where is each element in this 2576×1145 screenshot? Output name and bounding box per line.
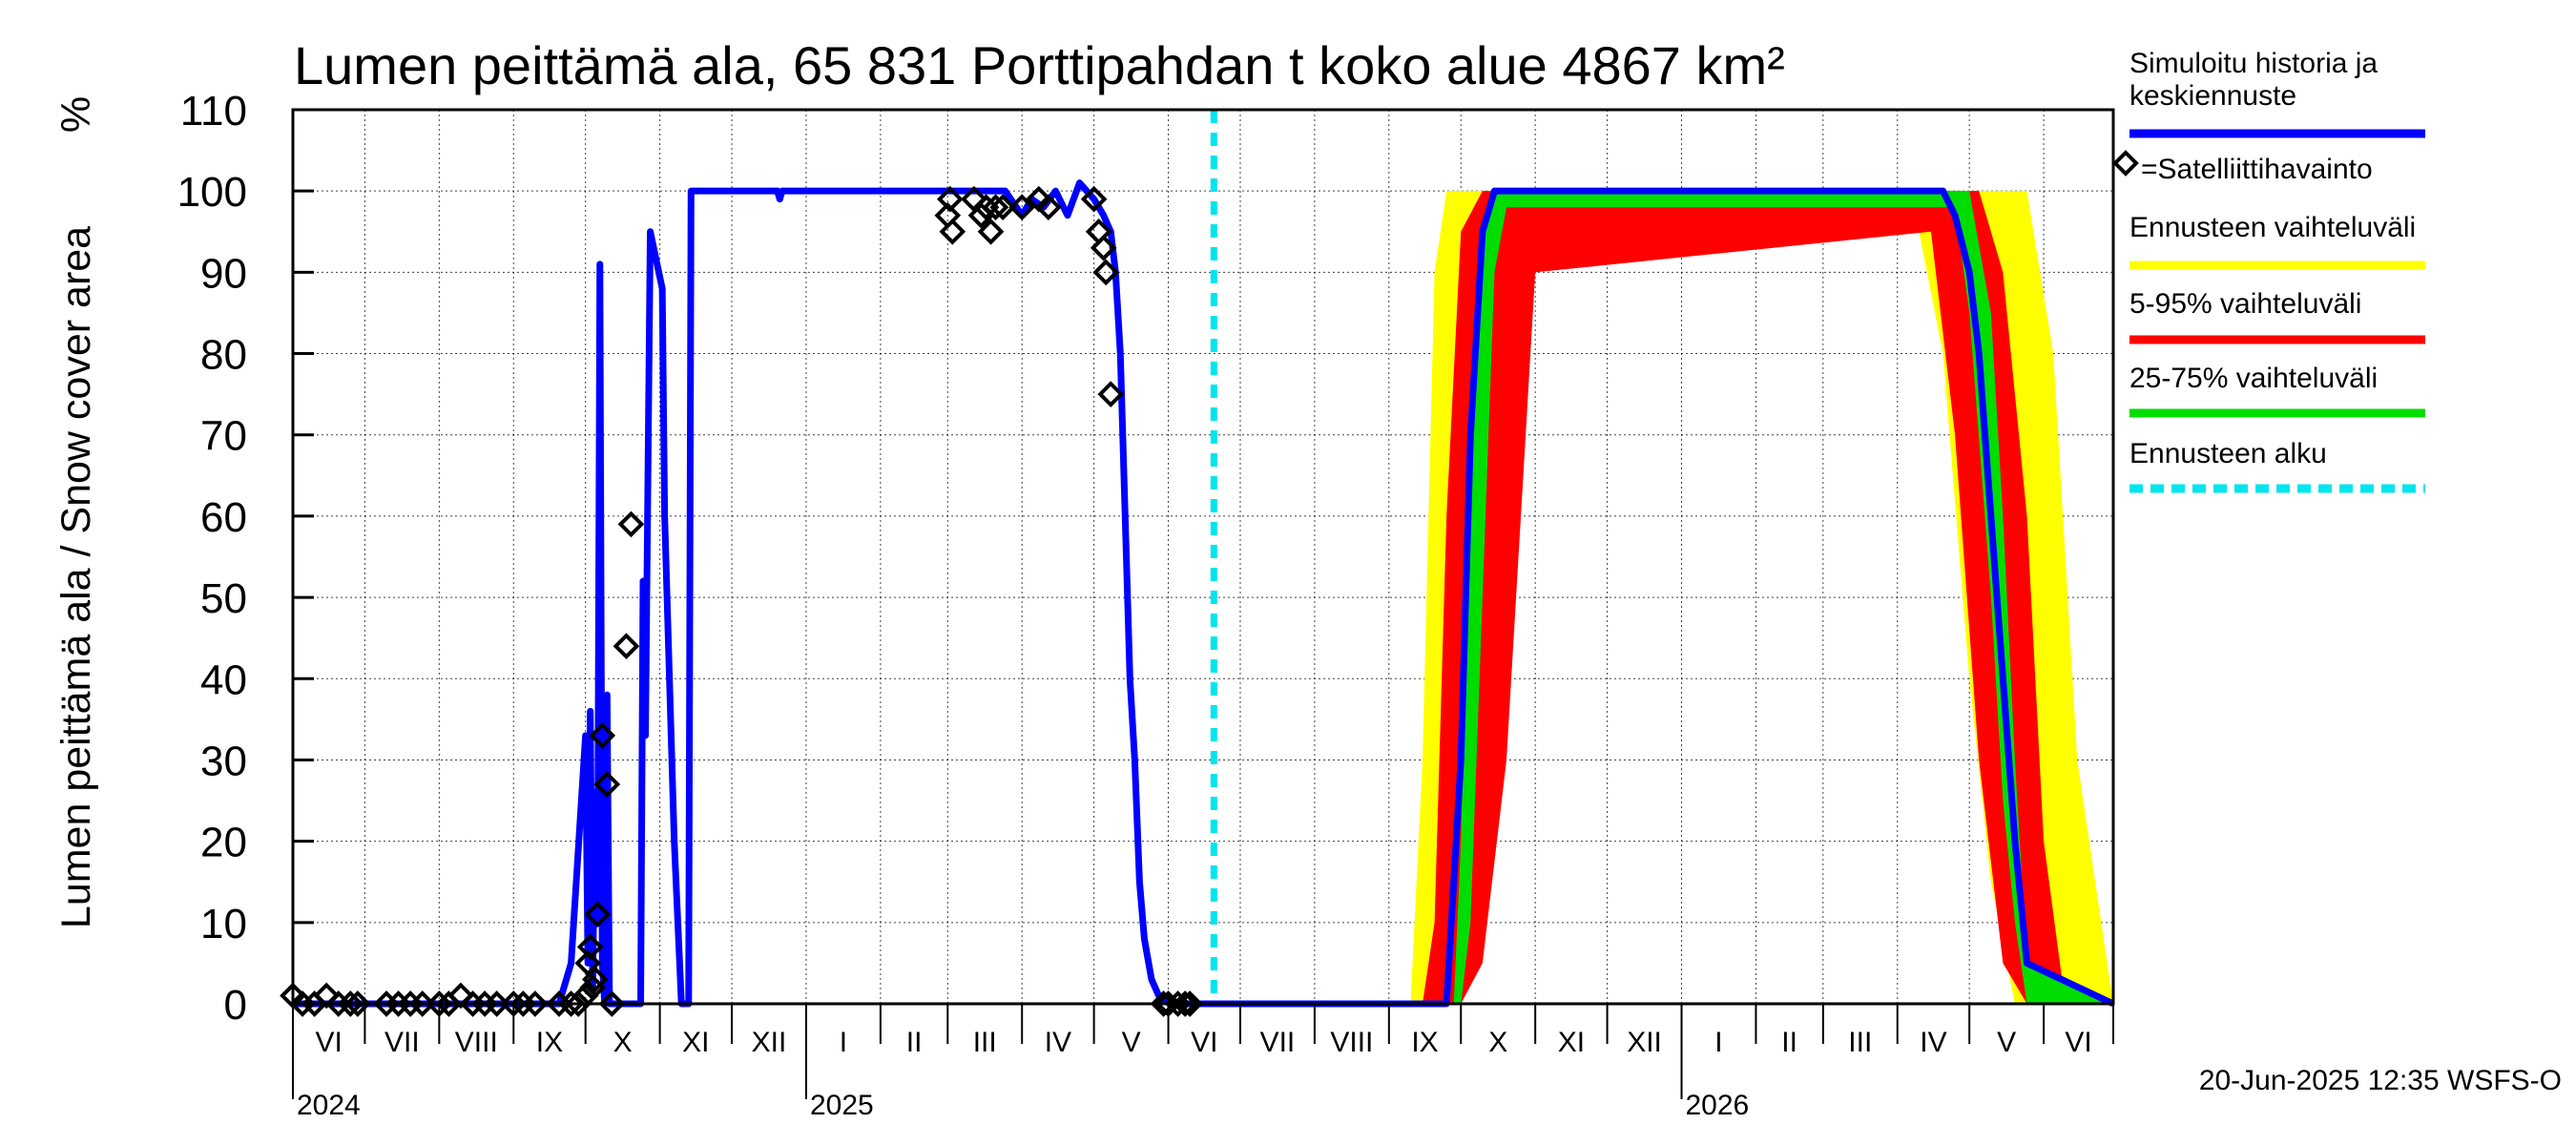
observation-point — [522, 990, 549, 1017]
legend-label: 25-75% vaihteluväli — [2129, 363, 2378, 394]
x-month-label: VIII — [455, 1027, 498, 1058]
legend-label: Ennusteen vaihteluväli — [2129, 212, 2416, 243]
x-axis: VI VII VIII IX X XI XII I II III IV V VI VII VIII IX X XI… — [292, 1004, 2114, 1121]
observation-point — [408, 990, 436, 1017]
x-month-label: II — [1781, 1027, 1797, 1058]
y-tick-label: 60 — [200, 494, 247, 541]
observation-point — [1035, 194, 1062, 221]
legend-label: =Satelliittihavainto — [2141, 154, 2373, 185]
observation-point — [576, 933, 604, 961]
simulated-line — [293, 179, 2115, 1008]
observation-point — [989, 194, 1016, 221]
y-tick-label: 20 — [200, 820, 247, 866]
observation-point — [565, 990, 592, 1017]
observation-point — [982, 194, 1009, 221]
x-month-label: VII — [384, 1027, 420, 1058]
observation-point — [313, 982, 341, 1010]
y-axis-label: Lumen peittämä ala / Snow cover area — [53, 226, 99, 928]
x-month-label: XI — [682, 1027, 709, 1058]
observation-point — [447, 982, 474, 1010]
x-month-label: III — [1848, 1027, 1872, 1058]
satellite-observations — [280, 185, 1204, 1017]
observation-point — [581, 966, 609, 993]
x-month-label: VIII — [1330, 1027, 1373, 1058]
observation-point — [344, 990, 371, 1017]
observation-point — [939, 218, 966, 245]
x-month-label: VII — [1260, 1027, 1296, 1058]
y-tick-label: 70 — [200, 413, 247, 460]
observation-point — [977, 218, 1005, 245]
x-month-label: XI — [1558, 1027, 1585, 1058]
observation-point — [936, 185, 964, 213]
y-tick-label: 100 — [177, 169, 247, 216]
y-axis-unit: % — [53, 96, 99, 133]
x-month-label: VI — [1191, 1027, 1217, 1058]
x-month-label: III — [973, 1027, 997, 1058]
observation-point — [1097, 381, 1125, 407]
x-month-label: X — [613, 1027, 633, 1058]
observation-point — [593, 771, 621, 798]
x-month-label: V — [1997, 1027, 2016, 1058]
legend-label: Simuloitu historia ja — [2129, 48, 2378, 79]
year-label: 2024 — [297, 1090, 361, 1121]
observation-point — [589, 722, 616, 749]
observation-point — [1080, 185, 1108, 213]
y-tick-label: 110 — [180, 88, 247, 135]
legend-label: 5-95% vaihteluväli — [2129, 288, 2361, 320]
legend-marker — [2112, 150, 2139, 177]
grid — [293, 110, 2113, 1004]
observation-point — [613, 633, 640, 660]
x-month-label: X — [1488, 1027, 1507, 1058]
y-axis-ticks: 0 10 20 30 40 50 60 70 80 90 100 110 — [177, 88, 314, 1029]
year-label: 2026 — [1686, 1090, 1750, 1121]
x-month-label: IX — [1411, 1027, 1438, 1058]
x-month-label: IX — [536, 1027, 563, 1058]
x-month-label: II — [906, 1027, 923, 1058]
x-month-label: V — [1122, 1027, 1141, 1058]
plot-frame — [291, 108, 2115, 1006]
legend-label: keskiennuste — [2129, 80, 2296, 112]
footer-timestamp: 20-Jun-2025 12:35 WSFS-O — [2199, 1065, 2562, 1096]
x-month-label: VI — [316, 1027, 343, 1058]
observation-point — [584, 901, 612, 928]
observation-point — [337, 990, 364, 1017]
x-month-label: XII — [1627, 1027, 1662, 1058]
observation-point — [972, 194, 1000, 221]
observation-point — [598, 990, 626, 1017]
x-month-label: I — [1714, 1027, 1722, 1058]
x-month-label: XII — [752, 1027, 787, 1058]
y-tick-label: 80 — [200, 332, 247, 379]
observation-point — [617, 510, 645, 538]
x-month-label: IV — [1045, 1027, 1071, 1058]
observation-point — [1172, 990, 1198, 1017]
observation-point — [1090, 234, 1117, 261]
y-tick-label: 30 — [200, 738, 247, 784]
y-tick-label: 0 — [224, 982, 247, 1029]
y-tick-label: 40 — [200, 656, 247, 703]
y-tick-label: 10 — [200, 901, 247, 947]
x-month-label: I — [840, 1027, 847, 1058]
y-tick-label: 90 — [200, 250, 247, 297]
x-month-label: IV — [1920, 1027, 1946, 1058]
observation-point — [1176, 990, 1204, 1017]
observation-point — [483, 990, 510, 1017]
legend-label: Ennusteen alku — [2129, 438, 2327, 469]
year-label: 2025 — [810, 1090, 874, 1121]
band-1 — [1214, 191, 2113, 1004]
observation-point — [1008, 194, 1036, 221]
x-month-label: VI — [2065, 1027, 2091, 1058]
y-tick-label: 50 — [200, 575, 247, 622]
simulated-series-line — [293, 179, 2115, 1008]
chart-title: Lumen peittämä ala, 65 831 Porttipahdan … — [294, 35, 1785, 95]
observation-point — [1092, 259, 1120, 286]
